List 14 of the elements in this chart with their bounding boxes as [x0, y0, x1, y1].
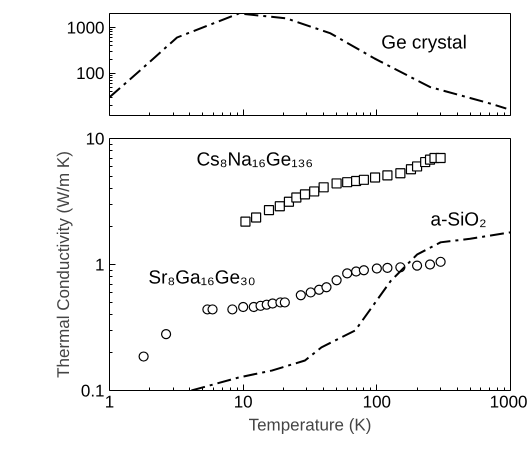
y-tick-label: 100	[76, 64, 105, 84]
y-tick-label: 1000	[66, 18, 105, 38]
series-label: a-SiO₂	[430, 209, 486, 230]
series-label: Cs₈Na₁₆Ge₁₃₆	[196, 150, 314, 171]
legend-label: Sr₈Ga₁₆Ge₃₀	[148, 267, 256, 288]
y-axis-title: Thermal Conductivity (W/m K)	[54, 151, 73, 378]
x-tick-label: 10	[234, 392, 253, 412]
y-tick-label: 0.1	[80, 382, 105, 400]
series-label: Ge crystal	[381, 32, 467, 54]
y-tick-label: 1	[95, 256, 105, 274]
y-tick-label: 10	[86, 130, 105, 148]
x-axis-title: Temperature (K)	[248, 416, 372, 434]
x-tick-label: 1000	[490, 392, 527, 412]
x-tick-label: 100	[362, 392, 392, 412]
